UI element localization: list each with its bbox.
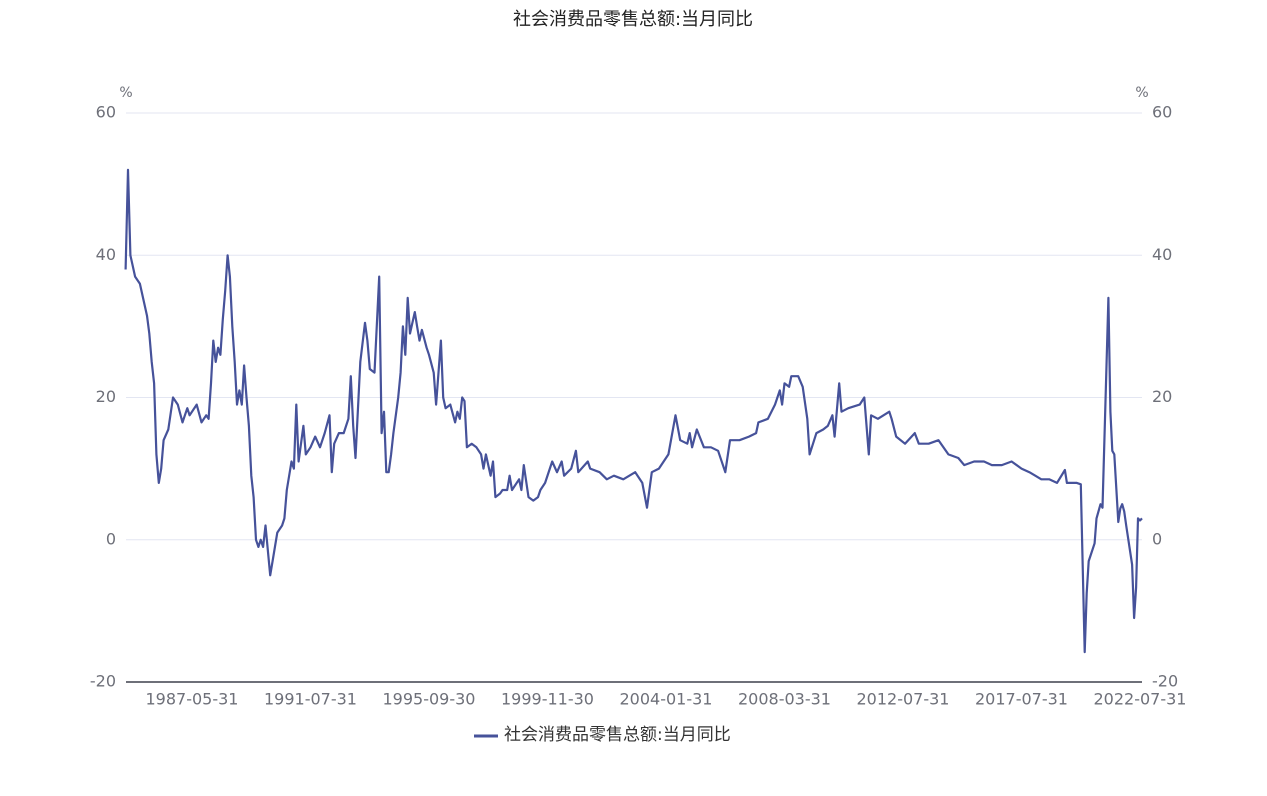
y2-tick-label: 0	[1152, 529, 1162, 548]
x-tick-label: 1995-09-30	[383, 690, 476, 709]
x-tick-label: 2017-07-31	[975, 690, 1068, 709]
y-tick-label: 60	[96, 103, 116, 122]
x-tick-label: 1987-05-31	[146, 690, 239, 709]
y-tick-label: 0	[106, 529, 116, 548]
x-tick-label: 2022-07-31	[1094, 690, 1187, 709]
y-tick-label: -20	[90, 672, 116, 691]
y2-tick-label: 20	[1152, 387, 1172, 406]
x-tick-label: 1991-07-31	[264, 690, 357, 709]
legend-label: 社会消费品零售总额:当月同比	[504, 725, 731, 745]
y-tick-label: 20	[96, 387, 116, 406]
x-tick-label: 2012-07-31	[857, 690, 950, 709]
x-tick-label: 2008-03-31	[738, 690, 831, 709]
y2-tick-label: 40	[1152, 245, 1172, 264]
y-unit: %	[119, 85, 132, 101]
chart-title: 社会消费品零售总额:当月同比	[513, 9, 753, 30]
y2-tick-label: -20	[1152, 672, 1178, 691]
line-series	[124, 168, 1143, 654]
y2-tick-label: 60	[1152, 103, 1172, 122]
y2-unit: %	[1135, 85, 1148, 101]
x-tick-label: 1999-11-30	[501, 690, 594, 709]
x-tick-label: 2004-01-31	[620, 690, 713, 709]
y-tick-label: 40	[96, 245, 116, 264]
